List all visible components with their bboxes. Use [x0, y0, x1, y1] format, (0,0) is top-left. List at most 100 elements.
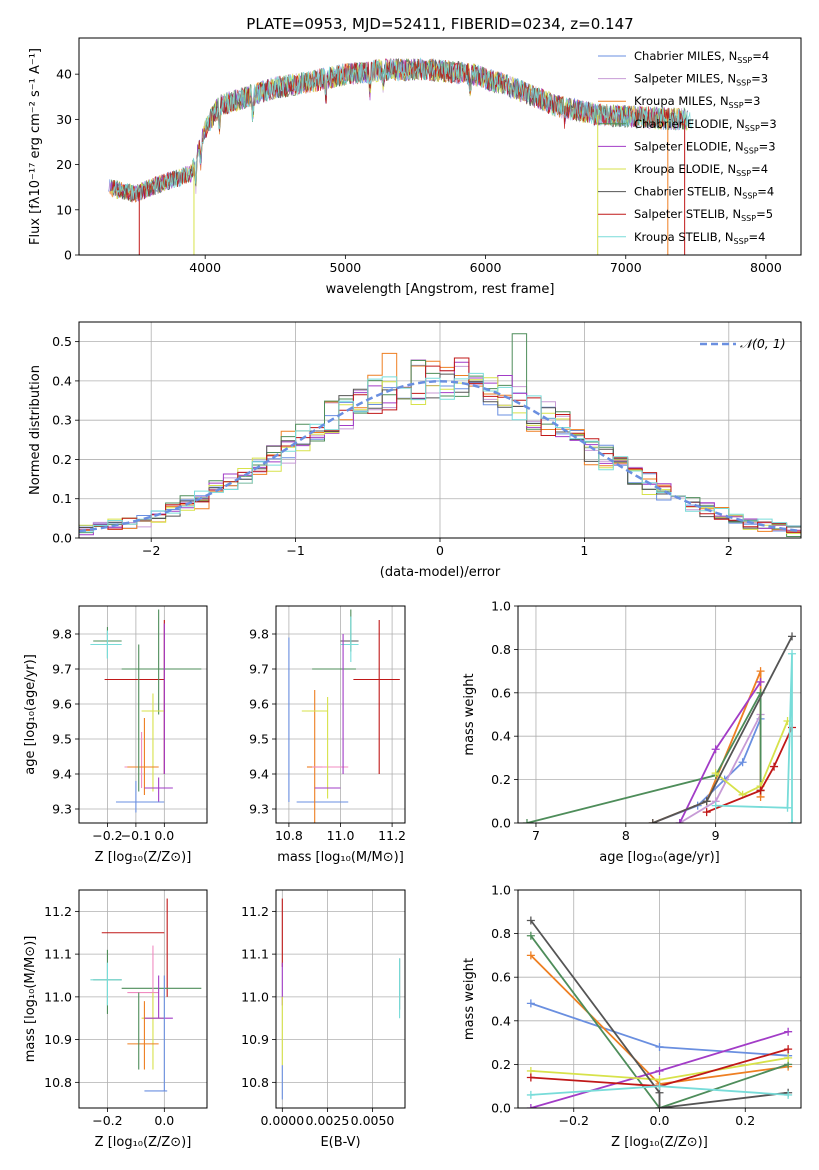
errorbar-point-kroupa_stelib	[90, 962, 122, 1006]
x-tick-label: −0.2	[92, 828, 122, 843]
x-axis-label: wavelength [Angstrom, rest frame]	[326, 282, 555, 297]
legend-eq: =3	[751, 72, 768, 86]
x-tick-label: 11.2	[378, 828, 406, 843]
y-tick-label: 9.7	[52, 662, 72, 677]
legend-label: Kroupa MILES, N	[634, 94, 729, 108]
y-tick-label: 10.8	[241, 1075, 269, 1090]
legend-eq: =4	[751, 162, 768, 176]
y-tick-label: 0.6	[491, 685, 511, 700]
y-tick-label: 9.4	[52, 767, 72, 782]
weight-marker-kroupa_miles	[756, 667, 765, 676]
errorbar-point-kroupa_elodie	[141, 693, 165, 792]
weight-marker-chabrier_elodie	[522, 819, 531, 823]
legend-subscript: SSP	[729, 101, 744, 110]
weight-marker-salpeter_stelib	[770, 762, 779, 771]
legend-entry: Salpeter MILES, NSSP=3	[634, 72, 768, 88]
errorbar-point-salpeter_elodie	[144, 777, 173, 802]
weight-marker-salpeter_stelib	[526, 1073, 535, 1082]
y-axis-label: Flux [fλ10⁻¹⁷ erg cm⁻² s⁻¹ A⁻¹]	[28, 48, 43, 245]
spectrum-line-kroupa_stelib	[112, 57, 693, 201]
y-tick-label: 11.1	[241, 947, 269, 962]
y-tick-label: 0.4	[491, 729, 511, 744]
y-tick-label: 9.6	[249, 697, 269, 712]
errorbar-point-salpeter_stelib	[353, 620, 400, 774]
panel-age-vs-mass: 10.8 11.0 11.2 9.3 9.4 9.5 9.6 9.7 9.8 mass [log₁…	[249, 605, 406, 865]
axes-frame	[78, 37, 802, 256]
y-tick-label: 0.8	[491, 642, 511, 657]
y-tick-label: 0.6	[491, 970, 511, 985]
x-tick-label: 0.2	[735, 1113, 755, 1128]
errorbar-point-kroupa_elodie	[301, 697, 329, 799]
weight-marker-salpeter_elodie	[711, 745, 720, 754]
x-tick-label: 11.0	[327, 828, 355, 843]
weight-marker-chabrier_stelib	[526, 916, 535, 925]
y-tick-label: 0.2	[491, 772, 511, 787]
x-tick-label: 4000	[189, 260, 221, 275]
x-tick-label: 0.0	[154, 1113, 174, 1128]
weight-marker-salpeter_elodie	[655, 1066, 664, 1075]
plot-area	[281, 898, 401, 1100]
x-tick-label: 7	[532, 828, 540, 843]
x-axis-label: Z [log₁₀(Z/Z⊙)]	[95, 850, 192, 865]
x-tick-label: 5000	[329, 260, 361, 275]
y-tick-label: 20	[56, 157, 72, 172]
y-tick-label: 10.9	[44, 1032, 72, 1047]
x-axis-label: Z [log₁₀(Z/Z⊙)]	[95, 1135, 192, 1150]
y-tick-label: 11.1	[44, 947, 72, 962]
y-tick-label: 9.6	[52, 697, 72, 712]
weight-marker-chabrier_stelib	[702, 797, 711, 806]
spectrum-line-salpeter_stelib	[112, 57, 685, 203]
weight-marker-chabrier_miles	[526, 999, 535, 1008]
legend-entry: Salpeter STELIB, NSSP=5	[634, 207, 773, 223]
errorbar-point-chabrier_elodie	[121, 609, 202, 715]
x-tick-label: 0.0050	[351, 1113, 395, 1128]
plot-area	[288, 609, 400, 823]
weight-marker-chabrier_stelib	[655, 1104, 664, 1108]
weight-line-salpeter_stelib	[706, 727, 793, 813]
axes-frame	[78, 889, 208, 1109]
panel-residuals: −2 −1 0 1 2 0.0 0.1 0.2 0.3 0.4 0.5 (data-model)/er…	[28, 321, 802, 580]
weight-marker-salpeter_elodie	[526, 1104, 535, 1108]
x-tick-label: −0.1	[121, 828, 151, 843]
y-tick-label: 10.9	[241, 1032, 269, 1047]
y-axis-label: mass [log₁₀(M/M⊙)]	[23, 936, 38, 1063]
weight-marker-kroupa_stelib	[788, 649, 797, 658]
x-axis-label: E(B-V)	[320, 1135, 360, 1150]
y-tick-label: 1.0	[491, 883, 511, 898]
errorbar-point-chabrier_miles	[115, 781, 165, 813]
normal-curve	[79, 380, 801, 533]
legend-eq: =5	[756, 207, 773, 221]
legend-label: Chabrier STELIB, N	[634, 185, 742, 199]
legend-eq: =4	[749, 230, 766, 244]
y-tick-label: 1.0	[491, 599, 511, 614]
y-tick-label: 0.2	[491, 1057, 511, 1072]
x-tick-label: 0.0	[154, 828, 174, 843]
weight-marker-chabrier_miles	[738, 758, 747, 767]
axes-frame	[78, 321, 802, 539]
errorbar-point-kroupa_miles	[127, 1001, 159, 1070]
weight-marker-kroupa_stelib	[783, 803, 792, 812]
plot-area	[108, 57, 693, 255]
weight-marker-salpeter_elodie	[675, 819, 684, 823]
legend-subscript: SSP	[737, 56, 752, 65]
weight-line-chabrier_elodie	[530, 935, 789, 1108]
y-axis-label: Normed distribution	[28, 365, 43, 495]
y-tick-label: 0.3	[52, 413, 72, 428]
panel-mass-weight-vs-metallicity: −0.2 0.0 0.2 0.0 0.2 0.4 0.6 0.8 1.0 Z [log₁₀(Z/Z…	[462, 883, 802, 1150]
y-tick-label: 11.2	[241, 904, 269, 919]
weight-marker-kroupa_stelib	[788, 819, 797, 823]
weight-line-kroupa_elodie	[715, 720, 789, 796]
y-tick-label: 9.5	[249, 732, 269, 747]
legend-label: Kroupa ELODIE, N	[634, 162, 736, 176]
y-tick-label: 9.4	[249, 767, 269, 782]
legend-normal-label: 𝒩(0, 1)	[740, 336, 786, 351]
weight-line-kroupa_stelib	[715, 653, 793, 823]
legend-eq: =4	[752, 49, 769, 63]
y-tick-label: 11.0	[241, 989, 269, 1004]
legend-eq: =3	[760, 117, 777, 131]
weight-marker-chabrier_stelib	[788, 632, 797, 641]
plot-area	[90, 898, 202, 1092]
panel-spectrum: 4000 5000 6000 7000 8000 0 10 20 30 40 wavelength …	[28, 37, 802, 297]
x-tick-label: 2	[725, 543, 733, 558]
axes-frame	[275, 605, 406, 824]
